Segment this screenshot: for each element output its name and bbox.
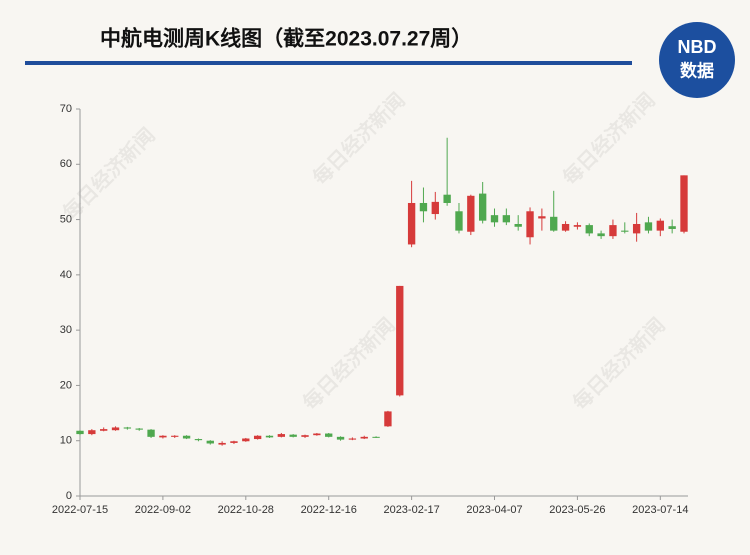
candle-body [277,434,286,437]
candle-body [301,435,309,437]
candle-body [159,435,167,438]
candle-body [431,201,439,215]
candle-body [135,428,143,430]
candle-body [407,202,416,245]
x-tick-label: 2022-09-02 [135,504,191,516]
candle-body [668,226,676,229]
candle-body [206,440,214,444]
x-tick-label: 2022-07-15 [52,504,108,516]
candle-body [656,220,664,231]
candle-body [550,216,558,231]
candle-body [514,223,522,227]
y-tick-label: 40 [60,269,72,281]
y-tick-label: 30 [60,324,72,336]
title-underline [25,61,632,65]
logo-circle [659,22,735,98]
candle-body [561,223,570,231]
y-tick-label: 50 [60,213,72,225]
candle-body [253,435,262,440]
candle-body [644,222,653,231]
candle-body [680,175,688,232]
candle-body [348,438,357,440]
candle-body [396,285,404,396]
candle-body [336,436,345,440]
candle-body [242,438,250,442]
x-tick-label: 2023-07-14 [632,504,688,516]
candle-body [526,211,534,238]
candle-body [360,436,368,439]
logo-bottom: 数据 [680,60,714,80]
y-tick-label: 60 [60,158,72,170]
y-tick-label: 70 [60,103,72,115]
candle-body [218,442,226,445]
candle-body [597,233,605,237]
x-tick-label: 2023-05-26 [549,504,605,516]
candle-body [467,195,475,232]
watermark: 每日经济新闻 [558,88,660,190]
candle-body [585,225,593,234]
candle-body [265,435,274,438]
candle-body [372,436,380,438]
candle-body [573,225,582,227]
candle-body [502,215,511,223]
candle-body [419,202,428,212]
watermark: 每日经济新闻 [58,123,160,225]
watermark: 每日经济新闻 [308,88,410,190]
candle-body [289,434,297,437]
candle-body [182,435,191,439]
candle-body [443,194,451,203]
y-tick-label: 0 [66,490,72,502]
chart-title: 中航电测周K线图（截至2023.07.27周） [100,27,472,51]
x-tick-label: 2023-02-17 [383,504,439,516]
candle-body [111,427,120,431]
y-tick-label: 20 [60,379,72,391]
candle-body [609,225,617,237]
candle-body [490,215,499,223]
candle-body [88,430,96,435]
candle-body [100,429,108,431]
x-tick-label: 2023-04-07 [466,504,522,516]
candle-body [455,211,463,231]
y-tick-label: 10 [60,435,72,447]
watermarks: 每日经济新闻 每日经济新闻 每日经济新闻 每日经济新闻 每日经济新闻 [58,88,670,415]
candle-body [76,430,84,435]
candle-body [313,433,321,436]
candle-body [194,439,203,441]
candle-body [478,193,487,221]
candle-body [632,223,641,234]
candle-body [325,433,333,437]
x-tick-label: 2022-12-16 [301,504,357,516]
candle-body [384,411,392,427]
candle-body [123,427,132,429]
candle-body [621,230,629,232]
watermark: 每日经济新闻 [298,313,400,415]
x-tick-label: 2022-10-28 [218,504,274,516]
candle-body [230,441,238,443]
candle-body [147,429,155,437]
watermark: 每日经济新闻 [568,313,670,415]
candle-body [171,435,179,437]
logo-top: NBD [678,37,717,57]
candle-body [538,216,546,219]
